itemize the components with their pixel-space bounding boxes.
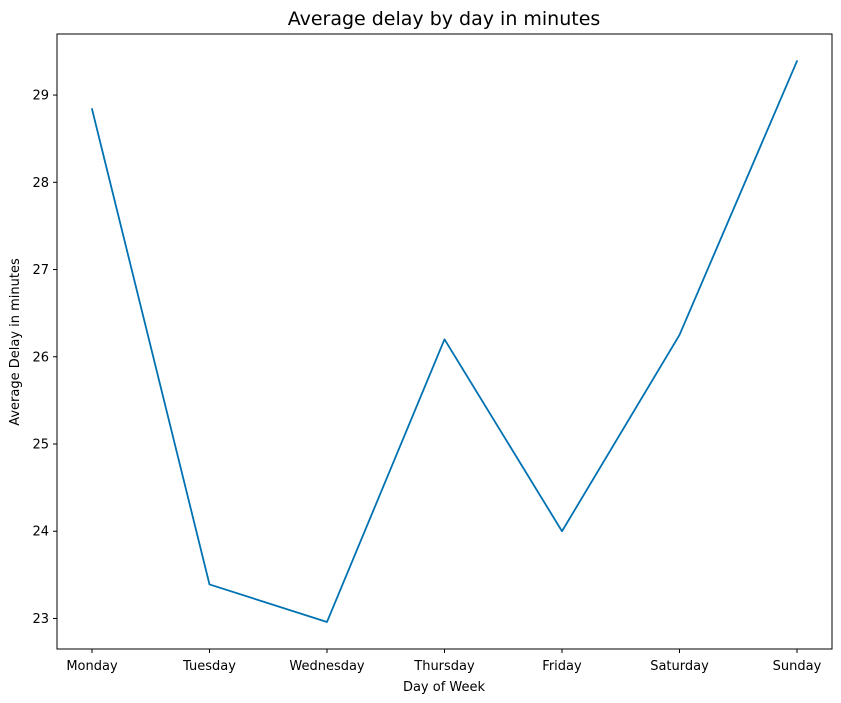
- y-tick-label: 25: [32, 438, 49, 453]
- x-tick-label: Saturday: [650, 659, 709, 674]
- x-axis-label: Day of Week: [403, 680, 486, 695]
- x-axis: Monday Tuesday Wednesday Thursday Friday Satu…: [66, 649, 822, 674]
- x-tick-label: Monday: [66, 659, 118, 674]
- y-tick-label: 26: [32, 350, 49, 365]
- x-tick-label: Wednesday: [289, 659, 365, 674]
- x-tick-label: Tuesday: [182, 659, 236, 674]
- series-layer: [91, 60, 798, 623]
- y-tick-label: 23: [32, 612, 49, 627]
- y-axis-label: Average Delay in minutes: [8, 258, 23, 426]
- chart-title: Average delay by day in minutes: [288, 8, 601, 30]
- series-line: [91, 60, 798, 623]
- y-axis: 23 24 25 26 27 28 29: [32, 89, 57, 627]
- y-tick-label: 28: [32, 176, 49, 191]
- x-tick-label: Sunday: [773, 659, 822, 674]
- y-tick-label: 24: [32, 525, 49, 540]
- x-tick-label: Thursday: [413, 659, 475, 674]
- y-tick-label: 29: [32, 89, 49, 104]
- x-tick-label: Friday: [542, 659, 582, 674]
- y-tick-label: 27: [32, 263, 49, 278]
